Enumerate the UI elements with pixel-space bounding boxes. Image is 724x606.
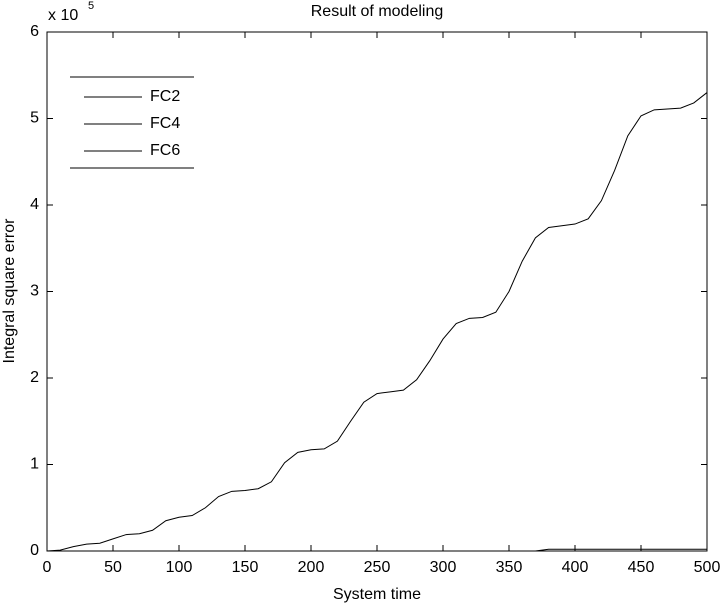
x-tick-label: 0: [43, 559, 52, 576]
y-tick-label: 3: [30, 283, 39, 300]
x-tick-label: 250: [364, 559, 391, 576]
legend-label: FC4: [150, 115, 180, 132]
x-tick-label: 300: [430, 559, 457, 576]
x-tick-label: 50: [104, 559, 122, 576]
x-tick-label: 350: [496, 559, 523, 576]
y-axis-label: Integral square error: [1, 218, 18, 364]
y-tick-label: 4: [30, 196, 39, 213]
y-exponent: 5: [88, 0, 94, 12]
legend-label: FC6: [150, 142, 180, 159]
series-line: [46, 92, 708, 552]
x-tick-label: 400: [562, 559, 589, 576]
x-tick-label: 150: [232, 559, 259, 576]
x-axis-label: System time: [333, 586, 421, 603]
y-tick-label: 1: [30, 456, 39, 473]
legend-label: FC2: [150, 88, 180, 105]
chart-title: Result of modeling: [311, 3, 444, 20]
x-tick-label: 200: [298, 559, 325, 576]
y-tick-label: 5: [30, 110, 39, 127]
y-multiplier: x 10: [48, 7, 78, 24]
y-tick-label: 0: [30, 542, 39, 559]
y-tick-label: 6: [30, 23, 39, 40]
y-tick-label: 2: [30, 369, 39, 386]
axis-box: [46, 31, 708, 552]
x-tick-label: 100: [166, 559, 193, 576]
x-tick-label: 450: [628, 559, 655, 576]
x-tick-label: 500: [694, 559, 721, 576]
